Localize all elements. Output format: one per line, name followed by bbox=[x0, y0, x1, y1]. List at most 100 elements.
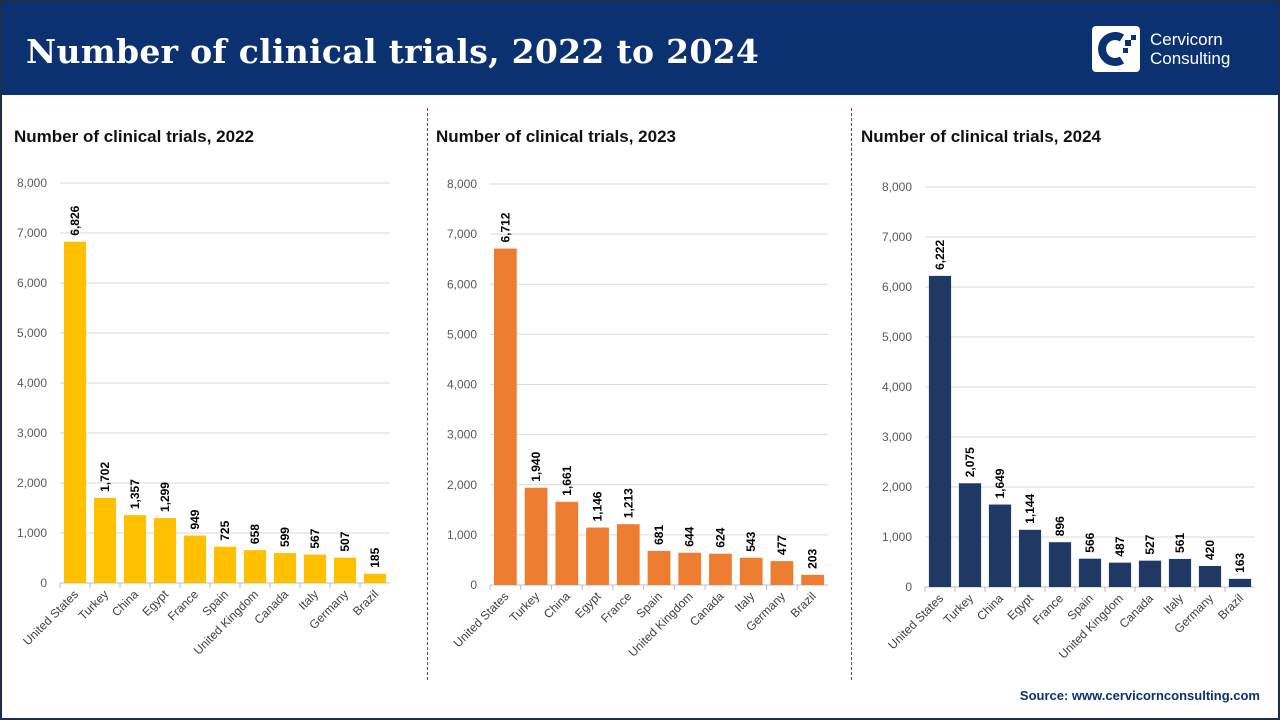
data-label: 566 bbox=[1083, 532, 1097, 552]
logo-line1: Cervicorn bbox=[1150, 30, 1223, 49]
header-banner: Number of clinical trials, 2022 to 2024 … bbox=[2, 2, 1278, 95]
bar bbox=[1168, 558, 1192, 587]
page-title: Number of clinical trials, 2022 to 2024 bbox=[26, 32, 760, 71]
x-tick-label: Italy bbox=[296, 587, 321, 612]
data-label: 1,144 bbox=[1023, 493, 1037, 523]
bar bbox=[1018, 529, 1042, 587]
y-tick-label: 7,000 bbox=[447, 227, 477, 241]
data-label: 1,146 bbox=[591, 491, 605, 521]
data-label: 1,940 bbox=[529, 451, 543, 481]
data-label: 6,222 bbox=[933, 240, 947, 270]
y-tick-label: 5,000 bbox=[17, 326, 47, 340]
bar bbox=[616, 524, 640, 585]
bar bbox=[493, 248, 517, 585]
bar bbox=[647, 550, 671, 585]
chart-title-2024: Number of clinical trials, 2024 bbox=[861, 127, 1101, 146]
x-tick-label: Italy bbox=[732, 589, 757, 614]
y-tick-label: 1,000 bbox=[447, 528, 477, 542]
data-label: 420 bbox=[1203, 540, 1217, 560]
x-tick-label: Canada bbox=[687, 589, 727, 629]
x-tick-label: Turkey bbox=[507, 589, 543, 625]
bar bbox=[1138, 560, 1162, 587]
data-label: 1,661 bbox=[560, 465, 574, 495]
bar bbox=[63, 241, 87, 583]
y-tick-label: 2,000 bbox=[447, 478, 477, 492]
data-label: 487 bbox=[1113, 536, 1127, 556]
bar bbox=[709, 553, 732, 585]
x-tick-label: Brazil bbox=[350, 587, 381, 618]
y-tick-label: 4,000 bbox=[17, 376, 47, 390]
bar bbox=[678, 552, 702, 585]
bar bbox=[928, 275, 952, 587]
bar bbox=[739, 557, 763, 585]
y-tick-label: 5,000 bbox=[447, 327, 477, 341]
y-tick-label: 8,000 bbox=[447, 177, 477, 191]
data-label: 2,075 bbox=[963, 447, 977, 477]
x-tick-label: Brazil bbox=[788, 589, 819, 620]
y-tick-label: 5,000 bbox=[882, 330, 912, 344]
divider bbox=[851, 108, 852, 680]
data-label: 681 bbox=[652, 525, 666, 545]
data-label: 567 bbox=[308, 528, 322, 548]
y-tick-label: 6,000 bbox=[17, 276, 47, 290]
bar bbox=[770, 561, 794, 585]
data-label: 599 bbox=[278, 527, 292, 547]
x-tick-label: United States bbox=[451, 589, 512, 650]
data-label: 1,213 bbox=[621, 488, 635, 518]
x-tick-label: Turkey bbox=[941, 591, 977, 627]
bar bbox=[801, 574, 825, 585]
bar bbox=[213, 546, 237, 583]
data-label: 1,357 bbox=[128, 479, 142, 509]
y-tick-label: 3,000 bbox=[882, 430, 912, 444]
y-tick-label: 0 bbox=[905, 580, 912, 594]
x-tick-label: United States bbox=[885, 591, 946, 652]
x-tick-label: China bbox=[109, 587, 141, 619]
data-label: 527 bbox=[1143, 534, 1157, 554]
data-label: 658 bbox=[248, 524, 262, 544]
x-tick-label: France bbox=[1030, 591, 1067, 628]
bar bbox=[123, 515, 147, 583]
data-label: 644 bbox=[683, 526, 697, 546]
y-tick-label: 6,000 bbox=[882, 280, 912, 294]
x-tick-label: Canada bbox=[1116, 591, 1156, 631]
bar bbox=[183, 535, 207, 583]
y-tick-label: 2,000 bbox=[882, 480, 912, 494]
y-tick-label: 2,000 bbox=[17, 476, 47, 490]
bar bbox=[1078, 558, 1102, 587]
x-tick-label: China bbox=[541, 589, 573, 621]
bar bbox=[958, 483, 982, 587]
data-label: 507 bbox=[338, 531, 352, 551]
x-tick-label: Italy bbox=[1161, 591, 1186, 616]
data-label: 203 bbox=[806, 548, 820, 568]
data-label: 725 bbox=[218, 520, 232, 540]
logo-mark-icon bbox=[1092, 26, 1140, 72]
bar bbox=[303, 554, 327, 583]
bar bbox=[153, 518, 177, 583]
data-label: 6,712 bbox=[498, 212, 512, 242]
y-tick-label: 1,000 bbox=[17, 526, 47, 540]
x-tick-label: Canada bbox=[251, 587, 291, 627]
data-label: 1,649 bbox=[993, 468, 1007, 498]
bar bbox=[1228, 578, 1252, 587]
data-label: 163 bbox=[1233, 553, 1247, 573]
y-tick-label: 4,000 bbox=[447, 378, 477, 392]
logo-line2: Consulting bbox=[1150, 49, 1231, 68]
chart-title-2022: Number of clinical trials, 2022 bbox=[14, 127, 254, 146]
bar bbox=[586, 527, 609, 585]
x-tick-label: China bbox=[974, 591, 1006, 623]
x-tick-label: France bbox=[165, 587, 202, 624]
data-label: 185 bbox=[368, 547, 382, 567]
bar bbox=[988, 504, 1012, 587]
y-tick-label: 7,000 bbox=[17, 226, 47, 240]
data-label: 896 bbox=[1053, 516, 1067, 536]
bar bbox=[93, 497, 117, 583]
y-tick-label: 8,000 bbox=[17, 176, 47, 190]
y-tick-label: 6,000 bbox=[447, 277, 477, 291]
x-tick-label: Turkey bbox=[76, 587, 112, 623]
bar bbox=[363, 573, 387, 583]
data-label: 6,826 bbox=[68, 205, 82, 235]
bar bbox=[1048, 542, 1072, 587]
bar bbox=[1198, 566, 1222, 587]
